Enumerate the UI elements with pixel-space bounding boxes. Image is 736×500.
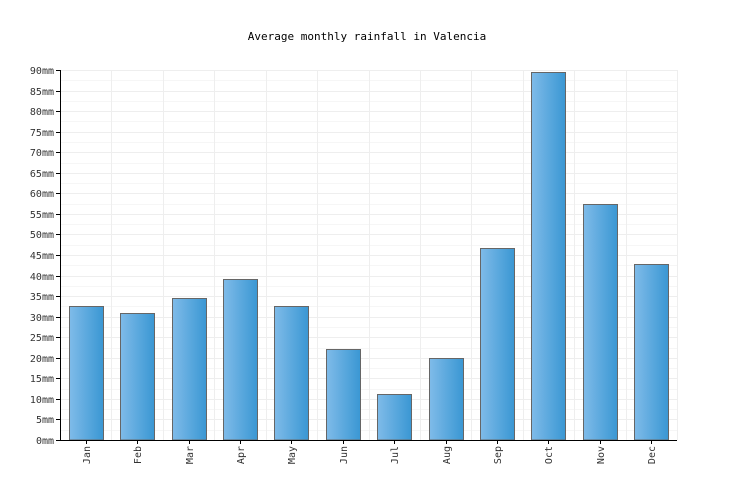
y-tick-label: 15mm: [30, 374, 54, 385]
bar-may: [274, 306, 309, 441]
chart-title: Average monthly rainfall in Valencia: [248, 30, 486, 43]
bar-sep: [480, 248, 515, 441]
x-tick-label: Oct: [544, 446, 555, 464]
y-tick-labels: 0mm 5mm 10mm 15mm 20mm 25mm 30mm 35mm 40mm 45mm 50…: [30, 66, 54, 447]
y-tick-label: 80mm: [30, 107, 54, 118]
y-tick-label: 50mm: [30, 230, 54, 241]
y-tick-label: 55mm: [30, 210, 54, 221]
y-tick-label: 35mm: [30, 292, 54, 303]
x-tick-label: Dec: [647, 446, 658, 464]
x-tick-label: Sep: [493, 446, 504, 464]
bar-apr: [223, 279, 258, 441]
bar-jul: [377, 394, 412, 441]
y-tick-label: 90mm: [30, 66, 54, 77]
y-tick-label: 85mm: [30, 87, 54, 98]
y-tick-label: 0mm: [36, 436, 54, 447]
y-tick-label: 75mm: [30, 128, 54, 139]
bar-nov: [583, 204, 618, 441]
y-tick-label: 10mm: [30, 395, 54, 406]
y-tick-label: 60mm: [30, 189, 54, 200]
x-tick-label: Nov: [596, 446, 607, 464]
x-tick-label: Jun: [339, 446, 350, 464]
bar-jan: [69, 306, 104, 441]
y-tick-label: 70mm: [30, 148, 54, 159]
x-tick-label: May: [287, 446, 298, 464]
x-tick-label: Jan: [82, 446, 93, 464]
bar-feb: [120, 313, 155, 441]
y-tick-label: 40mm: [30, 272, 54, 283]
x-tick-label: Mar: [185, 446, 196, 464]
grid-layer: [60, 70, 678, 441]
x-tick-label: Jul: [390, 446, 401, 464]
y-tick-label: 65mm: [30, 169, 54, 180]
bar-mar: [172, 298, 207, 441]
y-tick-label: 45mm: [30, 251, 54, 262]
y-tick-label: 25mm: [30, 333, 54, 344]
y-tick-label: 5mm: [36, 415, 54, 426]
y-tick-label: 30mm: [30, 313, 54, 324]
bar-layer: [69, 72, 669, 441]
bar-aug: [429, 358, 464, 441]
y-tick-label: 20mm: [30, 354, 54, 365]
x-tick-label: Apr: [236, 446, 247, 464]
x-tick-label: Feb: [133, 446, 144, 464]
bar-oct: [531, 72, 566, 441]
bar-dec: [634, 264, 669, 441]
x-tick-labels: Jan Feb Mar Apr May Jun Jul Aug Sep Oct Nov Dec: [82, 446, 658, 464]
axis-layer: [56, 70, 677, 444]
x-tick-label: Aug: [442, 446, 453, 464]
bar-jun: [326, 349, 361, 441]
